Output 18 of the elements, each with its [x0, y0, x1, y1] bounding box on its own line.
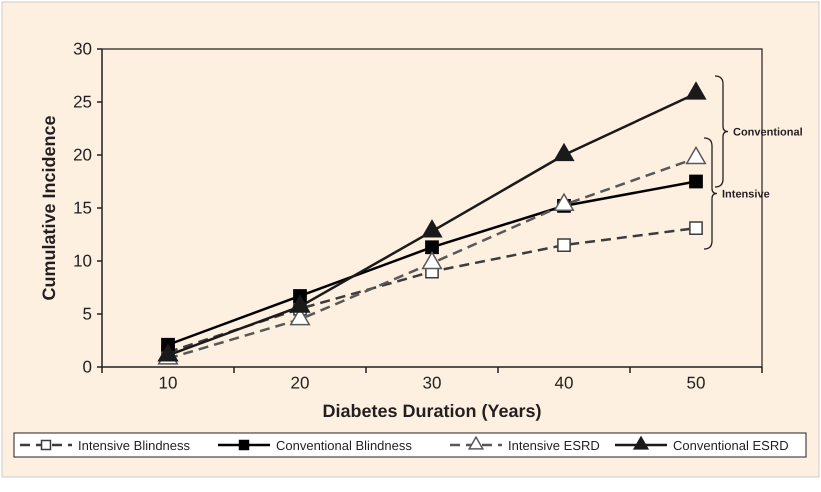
x-tick-label: 30 [422, 374, 442, 393]
y-tick-label: 25 [73, 92, 92, 112]
y-axis-title: Cumulative Incidence [39, 115, 59, 301]
legend-label: Intensive Blindness [78, 438, 191, 453]
y-tick-label: 15 [73, 198, 92, 218]
x-axis-title: Diabetes Duration (Years) [322, 401, 542, 421]
y-tick-label: 30 [73, 39, 92, 58]
y-tick-label: 0 [82, 357, 92, 376]
y-tick-label: 20 [73, 145, 92, 164]
legend-label: Intensive ESRD [508, 438, 600, 453]
legend-label: Conventional Blindness [276, 438, 412, 453]
legend-label: Conventional ESRD [673, 438, 789, 453]
y-tick-label: 5 [82, 304, 92, 324]
x-tick-label: 20 [290, 374, 310, 393]
x-tick-label: 40 [554, 374, 574, 393]
x-tick-label: 50 [686, 374, 706, 393]
y-tick-label: 10 [73, 251, 92, 270]
x-tick-label: 10 [158, 374, 178, 393]
